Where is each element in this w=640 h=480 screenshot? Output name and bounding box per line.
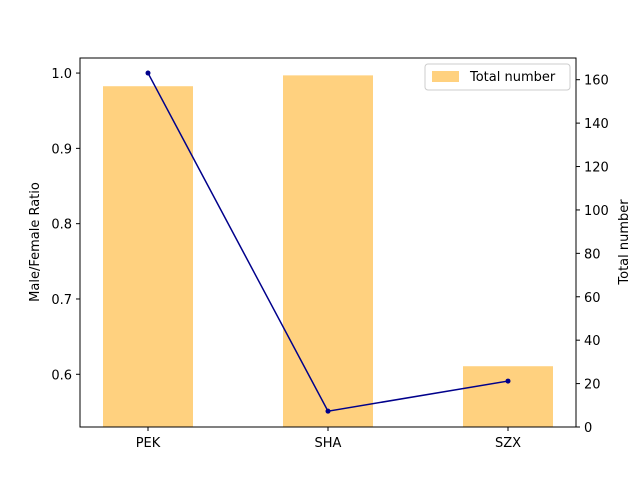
right-tick-label: 100 <box>584 204 609 219</box>
ratio-point-pek <box>145 70 151 76</box>
left-y-axis: 0.6 0.7 0.8 0.9 1.0 <box>51 67 80 383</box>
left-tick-label: 0.7 <box>51 293 72 308</box>
right-axis-label: Total number <box>617 199 632 286</box>
ratio-line-group <box>145 70 511 414</box>
legend-frame <box>424 63 571 91</box>
left-axis-label: Male/Female Ratio <box>28 182 43 302</box>
left-tick-label: 0.8 <box>51 218 72 233</box>
right-tick-label: 40 <box>584 334 601 349</box>
x-axis: PEK SHA SZX <box>136 427 521 451</box>
bars-group <box>103 75 553 427</box>
bar-pek <box>103 86 193 427</box>
right-tick-label: 140 <box>584 117 609 132</box>
bar-szx <box>463 366 553 427</box>
right-y-axis: 0 20 40 60 80 100 120 140 160 <box>576 74 609 436</box>
right-tick-label: 120 <box>584 161 609 176</box>
x-tick-label: SZX <box>495 436 521 451</box>
bar-sha <box>283 75 373 427</box>
right-tick-label: 160 <box>584 74 609 89</box>
right-tick-label: 80 <box>584 247 601 262</box>
x-tick-label: PEK <box>136 436 161 451</box>
right-tick-label: 20 <box>584 378 601 393</box>
right-tick-label: 0 <box>584 421 592 436</box>
right-tick-label: 60 <box>584 291 601 306</box>
ratio-point-szx <box>505 378 511 384</box>
legend-swatch <box>432 71 459 82</box>
ratio-point-sha <box>325 408 331 414</box>
x-tick-label: SHA <box>315 436 342 451</box>
left-tick-label: 0.9 <box>51 142 72 157</box>
left-tick-label: 0.6 <box>51 368 72 383</box>
legend-label: Total number <box>469 70 556 85</box>
left-tick-label: 1.0 <box>51 67 72 82</box>
legend: Total number <box>424 63 571 91</box>
